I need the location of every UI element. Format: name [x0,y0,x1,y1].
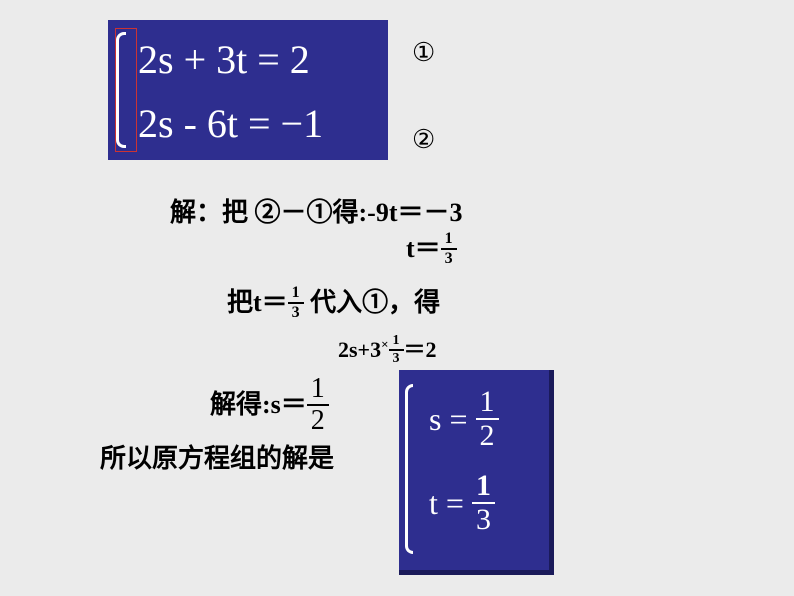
step-line-5: 解得:s＝ 1 2 [210,376,329,438]
step1-content: -9t＝－3 [367,198,462,227]
frac-num: 1 [441,230,457,250]
step2-prefix: t＝ [406,234,441,263]
red-highlight-border [115,28,137,152]
step3-suffix: 代入①，得 [304,288,441,317]
step-line-2: t＝ 1 3 [406,228,457,270]
result1-fraction: 1 2 [476,386,499,452]
frac-num: 1 [307,374,329,406]
step-line-4: 2s+3× 1 3 ＝2 [338,332,437,369]
step5-prefix: 解得:s＝ [210,390,307,419]
step4-part1: 2s+3 [338,337,381,362]
step-line-3: 把t＝ 1 3 代入①，得 [227,282,440,324]
label-circle-2: ② [412,125,435,155]
step1-prefix: 解：把 ②－①得: [170,198,367,227]
result2-var: t = [429,485,464,522]
result2-fraction: 1 3 [472,470,495,536]
step2-fraction: 1 3 [441,230,457,268]
frac-den: 2 [307,406,329,436]
step-line-1: 解：把 ②－①得:-9t＝－3 [170,192,463,229]
result-eq-1: s = 1 2 [429,386,533,452]
step4-fraction: 1 3 [389,333,404,367]
result1-var: s = [429,401,468,438]
system-equations-box: 2s + 3t = 2 2s - 6t = −1 [108,20,388,160]
frac-den: 3 [472,504,495,536]
step3-fraction: 1 3 [288,284,304,322]
result-box: s = 1 2 t = 1 3 [399,370,554,575]
frac-den: 3 [389,351,404,367]
equation-1: 2s + 3t = 2 [138,28,372,92]
step4-mult: × [381,337,388,352]
frac-num: 1 [476,386,499,420]
frac-num: 1 [288,284,304,304]
frac-num: 1 [389,333,404,351]
frac-den: 2 [476,420,499,452]
frac-den: 3 [441,250,457,268]
step4-part2: ＝2 [404,337,437,362]
result-brace [405,384,413,554]
label-circle-1: ① [412,38,435,68]
step5-fraction: 1 2 [307,374,329,436]
equation-2: 2s - 6t = −1 [138,92,372,156]
frac-num: 1 [472,470,495,504]
step3-prefix: 把t＝ [227,288,288,317]
frac-den: 3 [288,304,304,322]
result-eq-2: t = 1 3 [429,470,533,536]
step-line-6: 所以原方程组的解是 [100,438,334,475]
